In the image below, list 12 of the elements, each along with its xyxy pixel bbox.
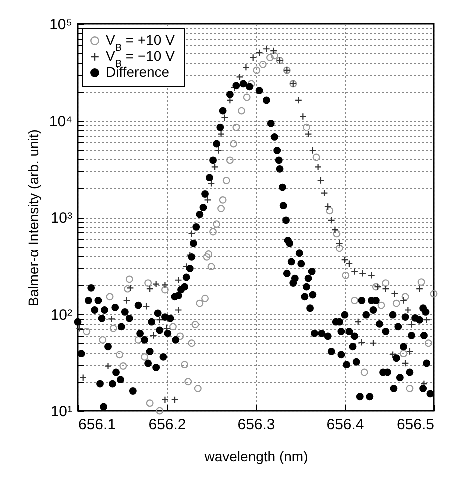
- y-tick-label: 10³: [50, 210, 72, 227]
- x-tick-label: 656.2: [148, 416, 186, 434]
- y-tick-label: 10²: [50, 306, 72, 324]
- x-tick-label: 656.5: [396, 416, 434, 434]
- x-tick-label: 656.4: [326, 416, 364, 434]
- y-tick-label: 10¹: [50, 404, 72, 420]
- y-tick-label: 10⁴: [49, 113, 72, 130]
- y-axis-title: Balmer-α Intensity (arb. unit): [25, 130, 42, 306]
- x-tick-label: 656.3: [238, 416, 276, 434]
- y-tick-label: 10⁵: [50, 16, 72, 34]
- x-tick-label: 656.1: [78, 416, 116, 434]
- x-axis-title: wavelength (nm): [204, 448, 308, 464]
